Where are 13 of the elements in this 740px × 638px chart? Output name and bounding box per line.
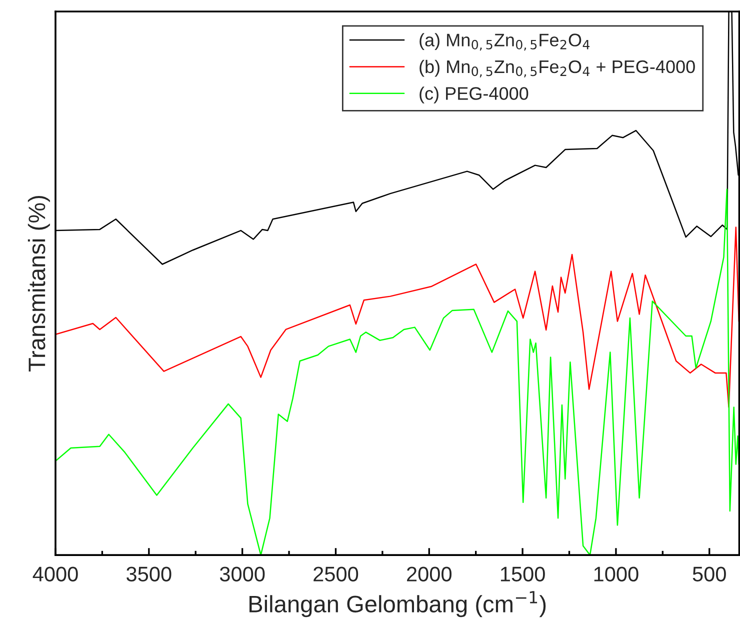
x-tick-label: 1500	[500, 566, 545, 582]
legend-label: (c) PEG-4000	[420, 86, 528, 104]
x-tick-label: 3500	[126, 566, 172, 582]
legend-label: (a) Mn$_{0,5}$Zn$_{0,5}$Fe$_{2}$O$_{4}$	[420, 33, 590, 51]
x-tick-label: 500	[692, 566, 726, 582]
x-axis-title: Bilangan Gelombang (cm$^{−1}$)	[250, 591, 546, 618]
text: (b) Mn$_{0,5}$Zn$_{0,5}$Fe$_{2}$O$_{4}$ + PEG-4000	[420, 60, 695, 78]
x-tick-label: 3000	[220, 566, 265, 582]
x-tick-label: 1000	[594, 566, 638, 582]
x-tick-label: 2000	[407, 566, 452, 582]
x-tick-label: 2500	[314, 566, 358, 582]
x-tick-label: 4000	[32, 566, 78, 582]
y-axis-title: Transmitansi (%)	[28, 196, 50, 372]
